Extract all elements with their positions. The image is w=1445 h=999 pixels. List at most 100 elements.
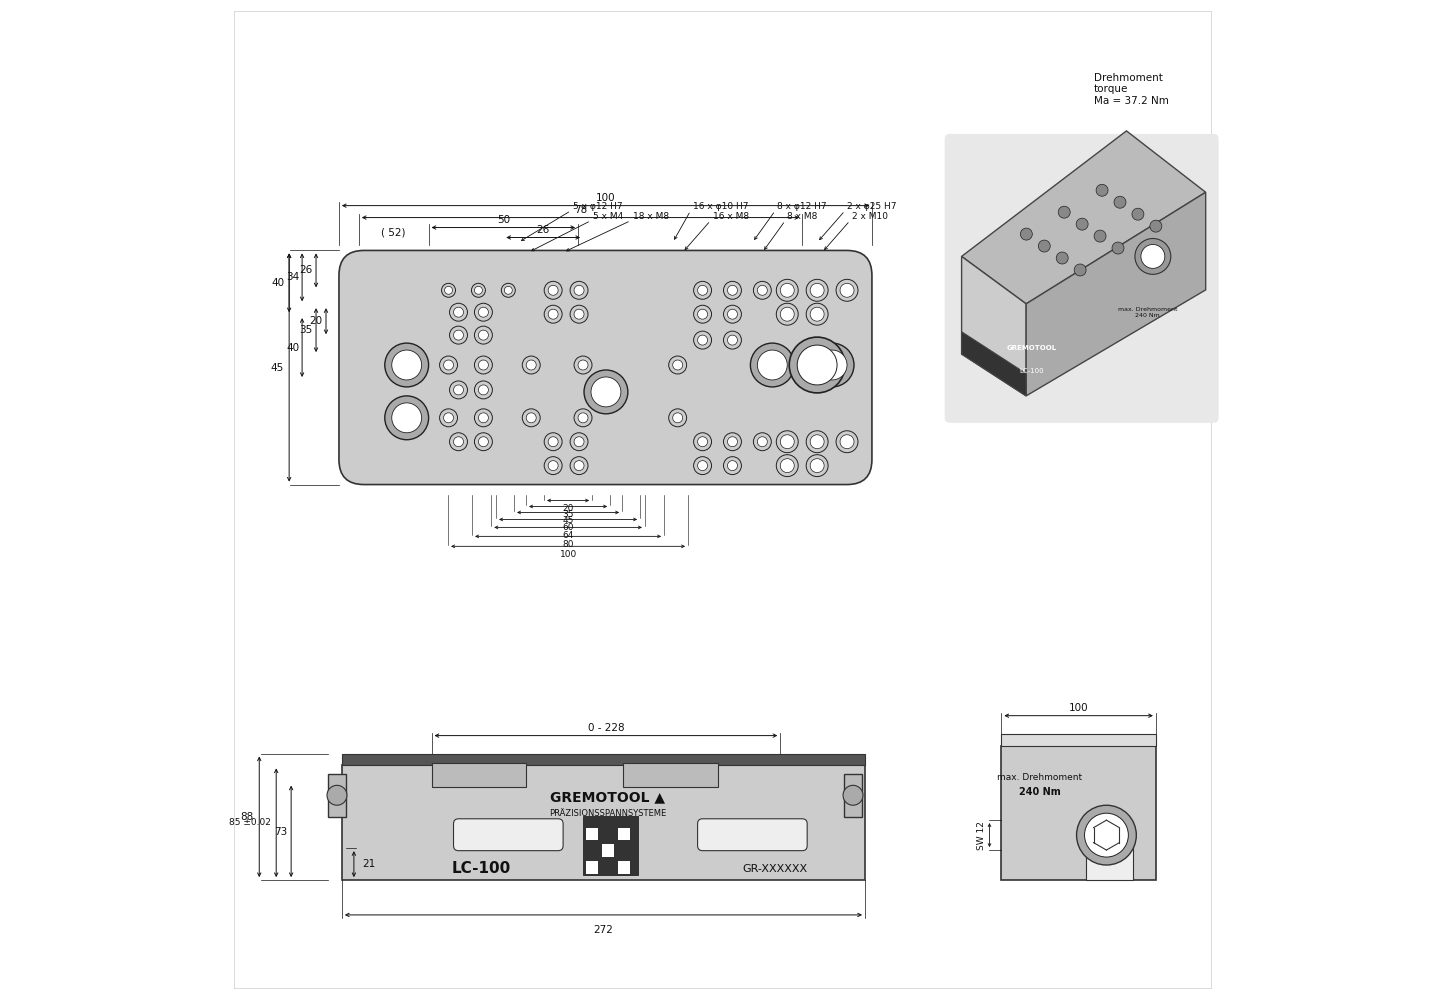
Circle shape [384,396,429,440]
Circle shape [798,345,837,385]
Circle shape [1150,220,1162,232]
Text: 35: 35 [299,325,312,335]
Circle shape [757,286,767,296]
Circle shape [526,413,536,423]
Text: LC-100: LC-100 [451,861,510,876]
Bar [1001,745,1156,880]
Bar [587,861,598,874]
FancyBboxPatch shape [698,819,808,851]
Bar [587,827,598,840]
Circle shape [1074,264,1087,276]
Circle shape [811,308,824,321]
Circle shape [1131,208,1144,220]
Circle shape [478,437,488,447]
Text: 5 x φ12 H7: 5 x φ12 H7 [574,202,623,211]
Circle shape [454,437,464,447]
Text: 18 x M8: 18 x M8 [633,212,669,221]
Circle shape [1020,228,1032,240]
Polygon shape [1026,192,1205,396]
Text: 85 ±0.02: 85 ±0.02 [230,818,272,827]
Text: GREMOTOOL ▲: GREMOTOOL ▲ [551,790,666,804]
Circle shape [478,385,488,395]
Circle shape [526,360,536,370]
Circle shape [811,343,854,387]
Circle shape [816,350,847,380]
Circle shape [780,284,795,298]
Text: GR-XXXXXX: GR-XXXXXX [743,863,808,873]
Text: 16 x M8: 16 x M8 [712,212,749,221]
Text: 16 x φ10 H7: 16 x φ10 H7 [692,202,749,211]
Text: 78: 78 [574,205,587,215]
Circle shape [392,403,422,433]
Text: PRÄZISIONSSPANNSYSTEME: PRÄZISIONSSPANNSYSTEME [549,809,666,818]
Polygon shape [961,131,1205,304]
Circle shape [673,360,682,370]
Circle shape [574,310,584,320]
Text: 40: 40 [286,343,299,353]
Circle shape [1134,239,1170,275]
Circle shape [698,286,708,296]
Circle shape [548,310,558,320]
Circle shape [454,308,464,318]
Circle shape [578,360,588,370]
Bar [1087,822,1133,880]
Circle shape [727,437,737,447]
Circle shape [780,459,795,473]
Polygon shape [961,257,1026,396]
Text: max. Drehmoment: max. Drehmoment [997,773,1082,782]
FancyBboxPatch shape [454,819,564,851]
Circle shape [811,284,824,298]
Text: 45: 45 [270,363,285,373]
Text: 0 - 228: 0 - 228 [588,722,624,732]
Circle shape [1039,240,1051,252]
Circle shape [727,286,737,296]
Circle shape [727,335,737,345]
Bar [1001,733,1156,745]
Bar [844,773,863,817]
Text: 272: 272 [594,925,613,935]
Circle shape [1077,805,1136,865]
Circle shape [454,385,464,395]
Circle shape [1142,245,1165,269]
Circle shape [673,413,682,423]
Circle shape [750,343,795,387]
Text: 5 x M4: 5 x M4 [592,212,623,221]
Text: 88: 88 [240,812,253,822]
Circle shape [1097,184,1108,196]
FancyBboxPatch shape [945,134,1218,423]
Text: 35: 35 [562,510,574,519]
Circle shape [1077,218,1088,230]
Polygon shape [961,332,1026,396]
Circle shape [478,360,488,370]
Bar [623,762,718,787]
Circle shape [698,461,708,471]
Bar [618,861,630,874]
Text: 240 Nm: 240 Nm [1019,787,1061,797]
Text: 20: 20 [309,316,322,327]
Circle shape [780,308,795,321]
Circle shape [1058,206,1071,218]
Bar [342,753,866,765]
Circle shape [445,287,452,295]
Text: LC-100: LC-100 [1019,368,1043,374]
Bar [342,765,866,880]
Text: 50: 50 [497,215,510,225]
Circle shape [842,785,863,805]
Circle shape [698,310,708,320]
Text: 100: 100 [1069,702,1088,712]
Circle shape [444,360,454,370]
Text: ( 52): ( 52) [381,228,406,238]
Circle shape [1114,196,1126,208]
Bar [618,827,630,840]
Circle shape [574,461,584,471]
Text: 45: 45 [562,516,574,525]
Circle shape [444,413,454,423]
Circle shape [548,461,558,471]
Circle shape [780,435,795,449]
Text: 2 x φ25 H7: 2 x φ25 H7 [847,202,896,211]
Circle shape [327,785,347,805]
Circle shape [454,330,464,340]
Circle shape [1113,242,1124,254]
Circle shape [727,310,737,320]
Circle shape [574,286,584,296]
